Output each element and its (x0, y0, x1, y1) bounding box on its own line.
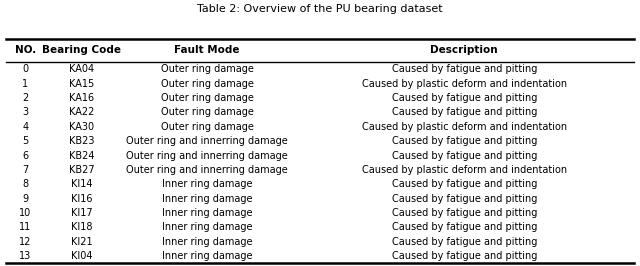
Text: Caused by plastic deform and indentation: Caused by plastic deform and indentation (362, 122, 567, 132)
Text: 1: 1 (22, 79, 28, 89)
Text: KI16: KI16 (71, 194, 92, 204)
Text: KA15: KA15 (69, 79, 94, 89)
Text: 10: 10 (19, 208, 31, 218)
Text: 13: 13 (19, 251, 31, 261)
Text: Caused by fatigue and pitting: Caused by fatigue and pitting (392, 179, 537, 189)
Text: Inner ring damage: Inner ring damage (162, 208, 252, 218)
Text: Outer ring damage: Outer ring damage (161, 79, 253, 89)
Text: Outer ring damage: Outer ring damage (161, 93, 253, 103)
Text: 0: 0 (22, 64, 28, 74)
Text: Outer ring and innerring damage: Outer ring and innerring damage (126, 165, 288, 175)
Text: Caused by fatigue and pitting: Caused by fatigue and pitting (392, 93, 537, 103)
Text: 9: 9 (22, 194, 28, 204)
Text: Table 2: Overview of the PU bearing dataset: Table 2: Overview of the PU bearing data… (197, 4, 443, 14)
Text: Inner ring damage: Inner ring damage (162, 251, 252, 261)
Text: Caused by fatigue and pitting: Caused by fatigue and pitting (392, 151, 537, 161)
Text: Outer ring damage: Outer ring damage (161, 122, 253, 132)
Text: 7: 7 (22, 165, 28, 175)
Text: Outer ring damage: Outer ring damage (161, 107, 253, 118)
Text: NO.: NO. (15, 45, 36, 55)
Text: Inner ring damage: Inner ring damage (162, 237, 252, 247)
Text: Caused by fatigue and pitting: Caused by fatigue and pitting (392, 237, 537, 247)
Text: 11: 11 (19, 222, 31, 232)
Text: Outer ring damage: Outer ring damage (161, 64, 253, 74)
Text: KI18: KI18 (71, 222, 92, 232)
Text: 2: 2 (22, 93, 28, 103)
Text: KI04: KI04 (71, 251, 92, 261)
Text: KB24: KB24 (69, 151, 95, 161)
Text: Caused by fatigue and pitting: Caused by fatigue and pitting (392, 194, 537, 204)
Text: Bearing Code: Bearing Code (42, 45, 121, 55)
Text: KI17: KI17 (71, 208, 92, 218)
Text: Caused by fatigue and pitting: Caused by fatigue and pitting (392, 208, 537, 218)
Text: Inner ring damage: Inner ring damage (162, 222, 252, 232)
Text: KB27: KB27 (69, 165, 95, 175)
Text: 6: 6 (22, 151, 28, 161)
Text: Caused by plastic deform and indentation: Caused by plastic deform and indentation (362, 165, 567, 175)
Text: 8: 8 (22, 179, 28, 189)
Text: Caused by fatigue and pitting: Caused by fatigue and pitting (392, 136, 537, 146)
Text: KA04: KA04 (69, 64, 94, 74)
Text: Outer ring and innerring damage: Outer ring and innerring damage (126, 136, 288, 146)
Text: 5: 5 (22, 136, 28, 146)
Text: 3: 3 (22, 107, 28, 118)
Text: KI14: KI14 (71, 179, 92, 189)
Text: KI21: KI21 (71, 237, 92, 247)
Text: Inner ring damage: Inner ring damage (162, 179, 252, 189)
Text: KB23: KB23 (69, 136, 95, 146)
Text: Outer ring and innerring damage: Outer ring and innerring damage (126, 151, 288, 161)
Text: Caused by fatigue and pitting: Caused by fatigue and pitting (392, 107, 537, 118)
Text: 4: 4 (22, 122, 28, 132)
Text: KA22: KA22 (69, 107, 94, 118)
Text: Caused by fatigue and pitting: Caused by fatigue and pitting (392, 251, 537, 261)
Text: KA30: KA30 (69, 122, 94, 132)
Text: Inner ring damage: Inner ring damage (162, 194, 252, 204)
Text: Caused by fatigue and pitting: Caused by fatigue and pitting (392, 64, 537, 74)
Text: KA16: KA16 (69, 93, 94, 103)
Text: 12: 12 (19, 237, 31, 247)
Text: Caused by plastic deform and indentation: Caused by plastic deform and indentation (362, 79, 567, 89)
Text: Fault Mode: Fault Mode (174, 45, 240, 55)
Text: Description: Description (431, 45, 498, 55)
Text: Caused by fatigue and pitting: Caused by fatigue and pitting (392, 222, 537, 232)
